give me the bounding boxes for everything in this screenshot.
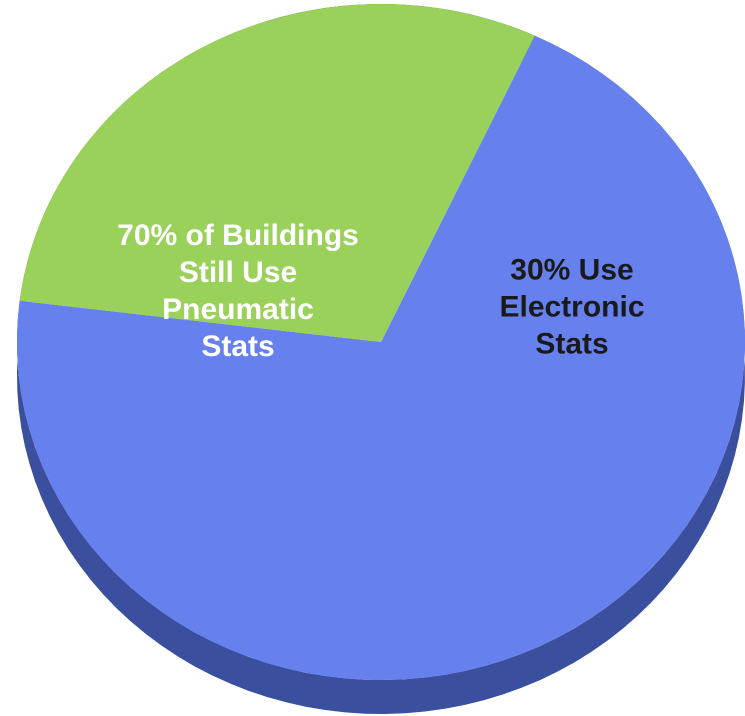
pie-slice-pneumatic <box>16 35 745 681</box>
pie-top-group <box>16 4 745 681</box>
pie-slice-electronic <box>19 4 535 343</box>
slice-label-pneumatic: 70% of Buildings Still Use Pneumatic Sta… <box>117 219 359 363</box>
slice-label-electronic: 30% Use Electronic Stats <box>499 253 645 361</box>
